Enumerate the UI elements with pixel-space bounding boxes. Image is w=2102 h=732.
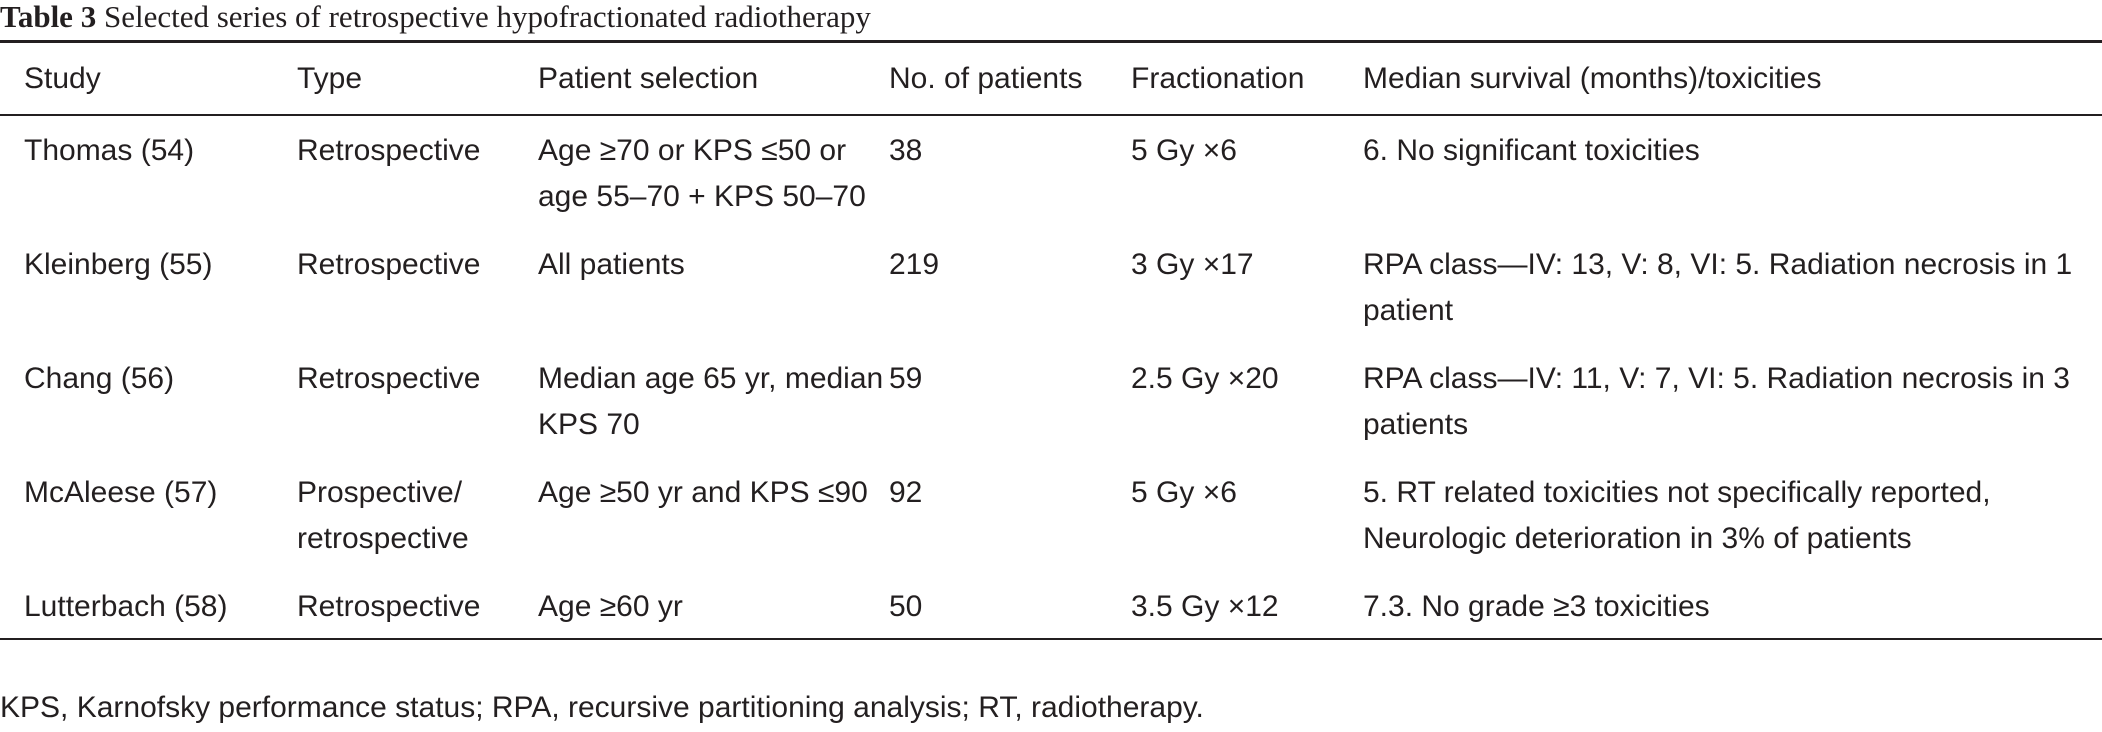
cell-no-of-patients: 38 [889, 134, 923, 167]
cell-type: Retrospective [297, 248, 481, 281]
cell-patient-selection: Age ≥70 or KPS ≤50 or age 55–70 + KPS 50… [538, 134, 866, 213]
cell-patient-selection: Age ≥50 yr and KPS ≤90 [538, 476, 868, 509]
cell-fractionation: 2.5 Gy ×20 [1131, 362, 1279, 395]
cell-study: Lutterbach (58) [24, 590, 228, 623]
table-row: McAleese (57) Prospective/ retrospective… [0, 470, 2102, 584]
cell-patient-selection: All patients [538, 248, 685, 281]
column-header-fractionation: Fractionation [1131, 62, 1305, 95]
cell-type: Prospective/ retrospective [297, 476, 469, 555]
cell-no-of-patients: 92 [889, 476, 923, 509]
cell-study: Thomas (54) [24, 134, 195, 167]
cell-patient-selection: Median age 65 yr, median KPS 70 [538, 362, 884, 441]
cell-outcome: 6. No significant toxicities [1363, 134, 1700, 167]
column-header-type: Type [297, 62, 363, 95]
cell-fractionation: 5 Gy ×6 [1131, 134, 1237, 167]
column-header-patient-selection: Patient selection [538, 62, 759, 95]
table-caption-text: Selected series of retrospective hypofra… [103, 0, 871, 34]
column-header-no-of-patients: No. of patients [889, 62, 1083, 95]
table-caption-label: Table 3 [0, 0, 97, 34]
cell-study: Kleinberg (55) [24, 248, 213, 281]
table-row: Kleinberg (55) Retrospective All patient… [0, 242, 2102, 356]
cell-study: McAleese (57) [24, 476, 218, 509]
table-row: Thomas (54) Retrospective Age ≥70 or KPS… [0, 115, 2102, 242]
table-row: Lutterbach (58) Retrospective Age ≥60 yr… [0, 584, 2102, 639]
cell-outcome: RPA class—IV: 13, V: 8, VI: 5. Radiation… [1363, 248, 2073, 327]
cell-fractionation: 5 Gy ×6 [1131, 476, 1237, 509]
cell-no-of-patients: 219 [889, 248, 940, 281]
column-header-median-survival-toxicities: Median survival (months)/toxicities [1363, 62, 1822, 95]
cell-outcome: 5. RT related toxicities not specificall… [1363, 476, 1991, 555]
cell-type: Retrospective [297, 362, 481, 395]
cell-type: Retrospective [297, 590, 481, 623]
table-footnote: KPS, Karnofsky performance status; RPA, … [0, 691, 1204, 724]
cell-outcome: 7.3. No grade ≥3 toxicities [1363, 590, 1710, 623]
table-header-row: Study Type Patient selection No. of pati… [0, 41, 2102, 115]
table-caption: Table 3 Selected series of retrospective… [0, 0, 871, 38]
table-row: Chang (56) Retrospective Median age 65 y… [0, 356, 2102, 470]
cell-outcome: RPA class—IV: 11, V: 7, VI: 5. Radiation… [1363, 362, 2070, 441]
cell-patient-selection: Age ≥60 yr [538, 590, 683, 623]
column-header-study: Study [24, 62, 101, 95]
cell-type: Retrospective [297, 134, 481, 167]
cell-fractionation: 3 Gy ×17 [1131, 248, 1254, 281]
data-table: Study Type Patient selection No. of pati… [0, 40, 2102, 640]
cell-study: Chang (56) [24, 362, 175, 395]
cell-no-of-patients: 59 [889, 362, 923, 395]
cell-no-of-patients: 50 [889, 590, 923, 623]
cell-fractionation: 3.5 Gy ×12 [1131, 590, 1279, 623]
